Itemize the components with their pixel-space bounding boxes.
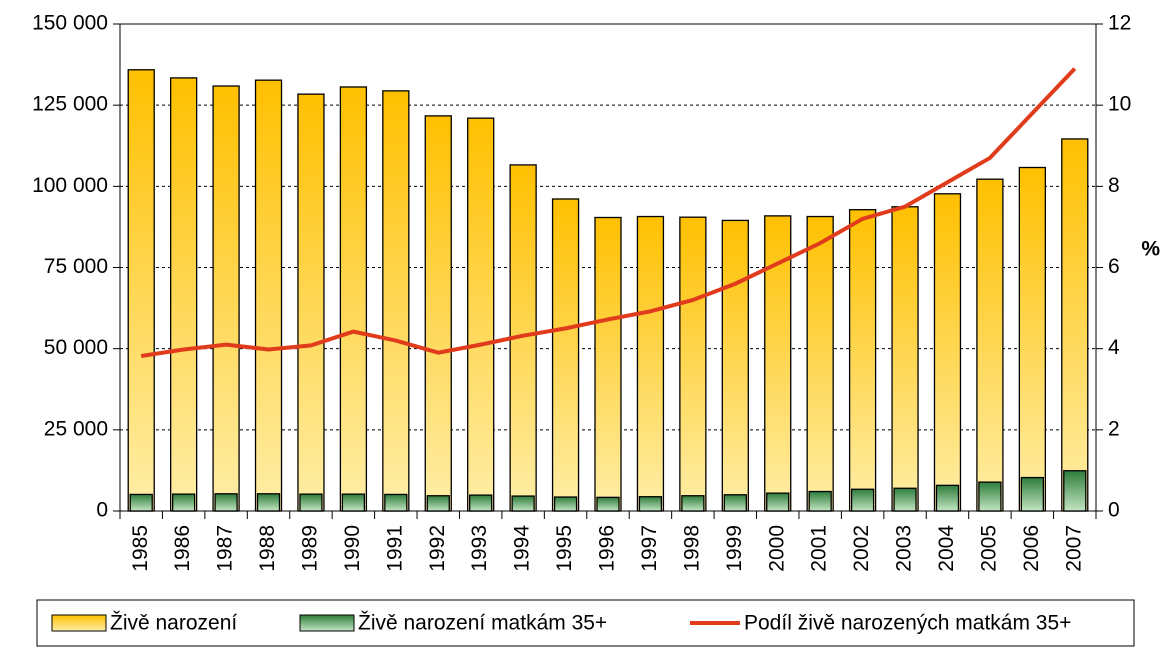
bar xyxy=(127,69,155,512)
bar xyxy=(594,216,622,512)
bar xyxy=(681,495,705,512)
y2-tick-label: 0 xyxy=(1108,499,1120,522)
bar xyxy=(339,86,368,512)
bar xyxy=(553,496,578,512)
legend-label: Podíl živě narozených matkám 35+ xyxy=(744,612,1071,635)
x-tick-label: 2002 xyxy=(850,525,873,572)
legend-swatch xyxy=(51,614,107,632)
x-tick-label: 1995 xyxy=(553,525,576,572)
x-tick-label: 2003 xyxy=(893,525,916,572)
bar xyxy=(256,493,281,512)
x-tick-label: 1993 xyxy=(468,525,491,572)
x-tick-label: 1992 xyxy=(426,525,449,572)
bar xyxy=(891,206,919,512)
y-tick-label: 50 000 xyxy=(44,336,108,359)
y2-tick-label: 6 xyxy=(1108,255,1120,278)
bar xyxy=(384,493,408,512)
x-tick-label: 2001 xyxy=(808,525,831,572)
y-tick-label: 0 xyxy=(96,499,108,522)
bar xyxy=(1018,166,1046,512)
x-tick-label: 1988 xyxy=(256,525,279,572)
x-tick-label: 2004 xyxy=(935,525,958,572)
bar xyxy=(297,93,325,512)
bar xyxy=(976,178,1004,512)
x-tick-label: 1991 xyxy=(383,525,406,572)
bar xyxy=(212,85,240,512)
bar xyxy=(170,77,198,512)
bar xyxy=(636,215,665,512)
bar xyxy=(848,209,877,512)
bar xyxy=(341,493,366,512)
legend-label: Živě narození xyxy=(110,612,237,635)
x-tick-label: 1986 xyxy=(171,525,194,572)
x-tick-label: 1990 xyxy=(341,525,364,572)
bar xyxy=(172,493,196,512)
line xyxy=(140,67,1077,358)
bar xyxy=(850,488,875,512)
legend xyxy=(36,599,1135,647)
x-tick-label: 1998 xyxy=(680,525,703,572)
y-tick-label: 125 000 xyxy=(32,93,108,116)
x-tick-label: 2005 xyxy=(977,525,1000,572)
bar xyxy=(551,198,580,512)
bar xyxy=(808,490,832,512)
bar xyxy=(214,493,238,512)
bar xyxy=(766,492,790,512)
bar xyxy=(806,215,834,512)
bar xyxy=(424,115,452,512)
x-tick-label: 1994 xyxy=(511,525,534,572)
bar xyxy=(679,216,707,512)
bar xyxy=(1063,470,1087,512)
y2-tick-label: 4 xyxy=(1108,336,1120,359)
bar xyxy=(511,495,535,512)
bar xyxy=(129,493,153,512)
bar xyxy=(382,90,410,512)
bar xyxy=(426,495,450,512)
legend-swatch xyxy=(299,614,355,632)
bar xyxy=(254,79,283,512)
bar xyxy=(638,496,663,512)
x-tick-label: 1989 xyxy=(299,525,322,572)
x-tick-label: 1997 xyxy=(638,525,661,572)
y-tick-label: 150 000 xyxy=(32,12,108,35)
bar xyxy=(467,117,495,512)
y-tick-label: 25 000 xyxy=(44,417,108,440)
legend-label: Živě narození matkám 35+ xyxy=(358,612,607,635)
y-tick-label: 100 000 xyxy=(32,174,108,197)
bar xyxy=(933,193,962,512)
bar xyxy=(723,494,747,512)
bar xyxy=(721,219,749,512)
bar xyxy=(893,487,917,512)
bar xyxy=(596,496,620,512)
x-tick-label: 1999 xyxy=(723,525,746,572)
x-tick-label: 1985 xyxy=(129,525,152,572)
x-tick-label: 1996 xyxy=(596,525,619,572)
bar xyxy=(299,493,323,512)
x-tick-label: 2000 xyxy=(765,525,788,572)
x-tick-label: 2007 xyxy=(1062,525,1085,572)
y-tick-label: 75 000 xyxy=(44,255,108,278)
bar xyxy=(469,494,493,512)
y2-tick-label: 10 xyxy=(1108,93,1131,116)
x-tick-label: 2006 xyxy=(1020,525,1043,572)
bar xyxy=(978,481,1002,512)
y2-tick-label: 2 xyxy=(1108,417,1120,440)
y2-tick-label: 12 xyxy=(1108,12,1131,35)
y2-tick-label: 8 xyxy=(1108,174,1120,197)
bar xyxy=(1020,476,1044,512)
y2-axis-label: % xyxy=(1141,238,1160,261)
x-tick-label: 1987 xyxy=(214,525,237,572)
bar xyxy=(1061,138,1089,512)
bar xyxy=(935,484,960,512)
